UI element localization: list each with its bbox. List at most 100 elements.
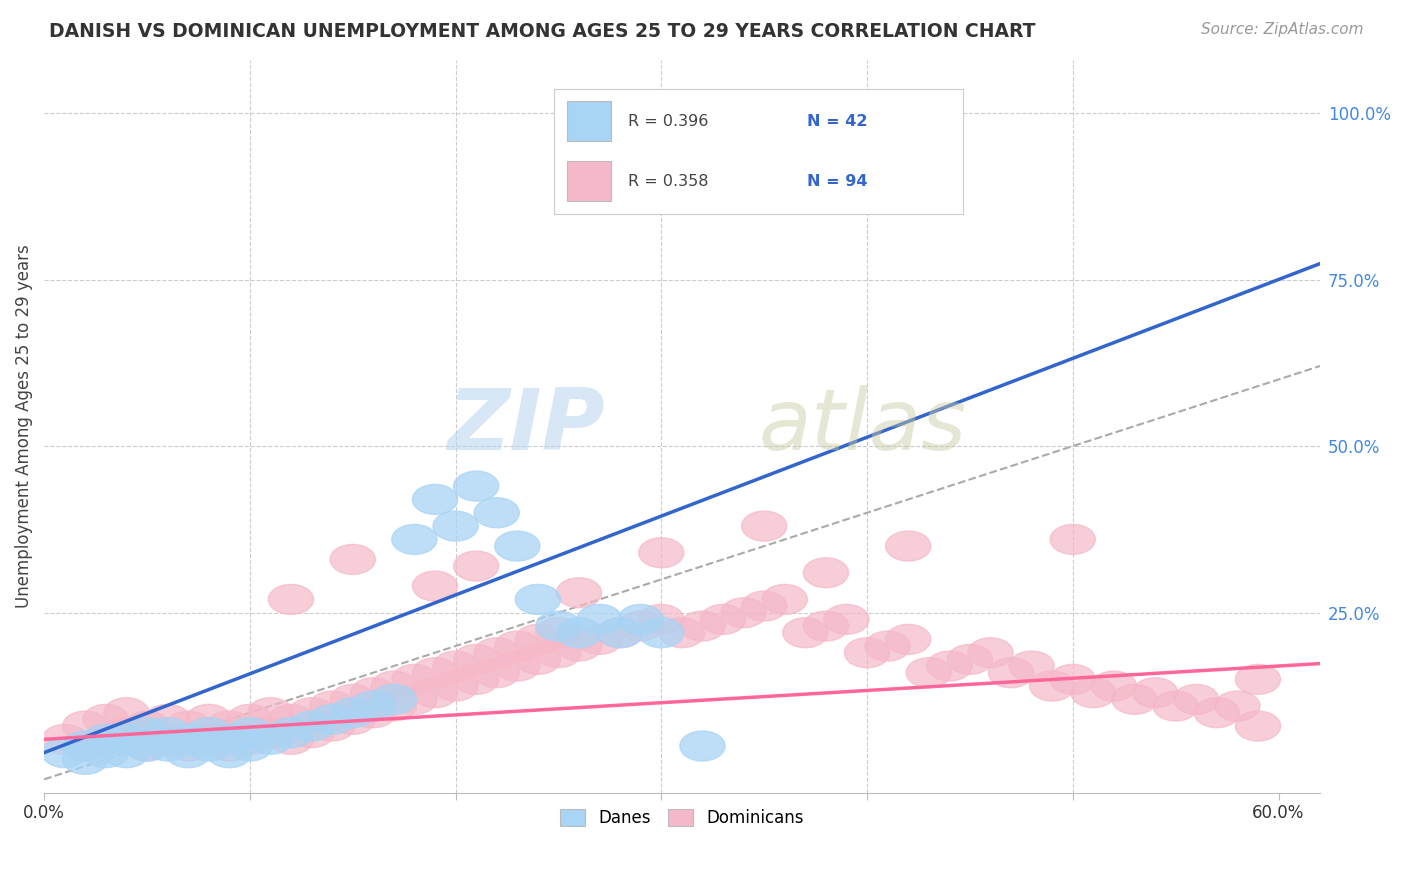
Ellipse shape — [598, 618, 643, 648]
Ellipse shape — [988, 657, 1033, 688]
Ellipse shape — [495, 531, 540, 561]
Ellipse shape — [350, 698, 396, 728]
Ellipse shape — [495, 631, 540, 661]
Ellipse shape — [927, 651, 972, 681]
Ellipse shape — [330, 698, 375, 728]
Ellipse shape — [948, 644, 993, 674]
Ellipse shape — [290, 711, 335, 741]
Ellipse shape — [350, 678, 396, 707]
Ellipse shape — [63, 731, 108, 761]
Ellipse shape — [1132, 678, 1178, 707]
Ellipse shape — [454, 665, 499, 694]
Ellipse shape — [186, 731, 232, 761]
Ellipse shape — [741, 591, 787, 621]
Ellipse shape — [186, 724, 232, 755]
Ellipse shape — [474, 498, 519, 528]
Ellipse shape — [1236, 711, 1281, 741]
Ellipse shape — [412, 571, 457, 601]
Ellipse shape — [166, 738, 211, 768]
Ellipse shape — [228, 705, 273, 734]
Ellipse shape — [762, 584, 807, 615]
Ellipse shape — [228, 724, 273, 755]
Ellipse shape — [681, 611, 725, 641]
Ellipse shape — [330, 544, 375, 574]
Ellipse shape — [762, 131, 807, 161]
Ellipse shape — [557, 631, 602, 661]
Ellipse shape — [905, 657, 952, 688]
Ellipse shape — [741, 511, 787, 541]
Text: Source: ZipAtlas.com: Source: ZipAtlas.com — [1201, 22, 1364, 37]
Ellipse shape — [1050, 665, 1095, 694]
Ellipse shape — [515, 584, 561, 615]
Ellipse shape — [1236, 665, 1281, 694]
Ellipse shape — [536, 611, 581, 641]
Ellipse shape — [598, 618, 643, 648]
Ellipse shape — [638, 538, 683, 567]
Ellipse shape — [166, 724, 211, 755]
Ellipse shape — [83, 724, 128, 755]
Ellipse shape — [783, 618, 828, 648]
Ellipse shape — [700, 605, 745, 634]
Ellipse shape — [228, 718, 273, 747]
Ellipse shape — [371, 691, 416, 721]
Ellipse shape — [845, 638, 890, 668]
Ellipse shape — [557, 618, 602, 648]
Ellipse shape — [392, 665, 437, 694]
Ellipse shape — [63, 731, 108, 761]
Ellipse shape — [166, 731, 211, 761]
Ellipse shape — [42, 738, 87, 768]
Text: ZIP: ZIP — [447, 384, 606, 467]
Ellipse shape — [145, 705, 190, 734]
Ellipse shape — [1112, 684, 1157, 714]
Ellipse shape — [1050, 524, 1095, 555]
Ellipse shape — [803, 611, 849, 641]
Ellipse shape — [638, 618, 683, 648]
Ellipse shape — [42, 724, 87, 755]
Ellipse shape — [392, 524, 437, 555]
Ellipse shape — [104, 698, 149, 728]
Ellipse shape — [124, 711, 170, 741]
Ellipse shape — [330, 705, 375, 734]
Ellipse shape — [1153, 691, 1198, 721]
Ellipse shape — [474, 657, 519, 688]
Y-axis label: Unemployment Among Ages 25 to 29 years: Unemployment Among Ages 25 to 29 years — [15, 244, 32, 608]
Ellipse shape — [63, 744, 108, 774]
Ellipse shape — [207, 724, 252, 755]
Ellipse shape — [433, 511, 478, 541]
Ellipse shape — [536, 618, 581, 648]
Ellipse shape — [1010, 651, 1054, 681]
Ellipse shape — [886, 531, 931, 561]
Ellipse shape — [124, 731, 170, 761]
Ellipse shape — [371, 684, 416, 714]
Ellipse shape — [803, 152, 849, 181]
Ellipse shape — [145, 718, 190, 747]
Text: atlas: atlas — [758, 384, 966, 467]
Ellipse shape — [824, 605, 869, 634]
Ellipse shape — [309, 705, 354, 734]
Ellipse shape — [207, 738, 252, 768]
Ellipse shape — [865, 631, 910, 661]
Ellipse shape — [392, 684, 437, 714]
Ellipse shape — [536, 638, 581, 668]
Ellipse shape — [638, 605, 683, 634]
Ellipse shape — [330, 684, 375, 714]
Ellipse shape — [454, 471, 499, 501]
Ellipse shape — [104, 738, 149, 768]
Ellipse shape — [247, 718, 292, 747]
Ellipse shape — [124, 731, 170, 761]
Ellipse shape — [659, 618, 704, 648]
Ellipse shape — [350, 691, 396, 721]
Ellipse shape — [619, 611, 664, 641]
Ellipse shape — [309, 691, 354, 721]
Ellipse shape — [104, 718, 149, 747]
Ellipse shape — [269, 718, 314, 747]
Ellipse shape — [269, 705, 314, 734]
Ellipse shape — [145, 731, 190, 761]
Ellipse shape — [433, 671, 478, 701]
Ellipse shape — [886, 624, 931, 655]
Ellipse shape — [515, 644, 561, 674]
Ellipse shape — [228, 731, 273, 761]
Ellipse shape — [1071, 678, 1116, 707]
Ellipse shape — [104, 724, 149, 755]
Ellipse shape — [803, 558, 849, 588]
